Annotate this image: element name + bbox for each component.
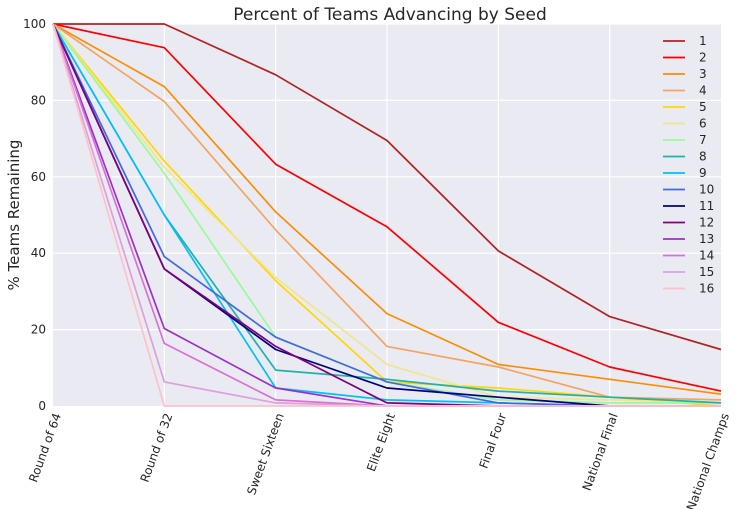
legend-label: 16	[699, 282, 714, 296]
series-line-seed-16	[52, 23, 721, 407]
y-tick-label: 80	[31, 93, 46, 107]
legend-label: 1	[699, 34, 707, 48]
y-tick-label: 40	[31, 246, 46, 260]
legend-label: 7	[699, 133, 707, 147]
x-tick-label: Sweet Sixteen	[244, 411, 287, 496]
y-tick-label: 0	[38, 399, 46, 413]
x-tick-label: Elite Eight	[364, 411, 398, 473]
series-line-seed-6	[52, 23, 722, 404]
x-tick-label: National Final	[580, 411, 621, 492]
series-lines	[52, 23, 722, 407]
legend-label: 12	[699, 216, 714, 230]
series-line-seed-3	[52, 23, 722, 396]
x-tick-label: Round of 32	[137, 411, 175, 484]
legend-label: 2	[699, 51, 707, 65]
x-tick-label: Final Four	[476, 411, 509, 470]
y-tick-label: 100	[23, 17, 46, 31]
y-axis-label: % Teams Remaining	[5, 140, 23, 291]
y-tick-label: 60	[31, 170, 46, 184]
legend-label: 4	[699, 84, 707, 98]
legend-label: 10	[699, 183, 714, 197]
legend-label: 3	[699, 67, 707, 81]
y-tick-label: 20	[31, 323, 46, 337]
legend-label: 9	[699, 166, 707, 180]
x-tick-label: National Champs	[684, 411, 732, 509]
x-tick-label: Round of 64	[26, 411, 64, 484]
legend-label: 11	[699, 199, 714, 213]
y-tick-labels: 0 20 40 60 80 100	[23, 17, 46, 413]
legend-label: 15	[699, 265, 714, 279]
legend-label: 8	[699, 150, 707, 164]
chart-title: Percent of Teams Advancing by Seed	[233, 5, 547, 25]
legend-label: 13	[699, 232, 714, 246]
series-line-seed-1	[53, 23, 722, 351]
legend-label: 5	[699, 100, 707, 114]
grid	[53, 23, 721, 406]
series-line-seed-2	[52, 23, 722, 392]
legend-label: 14	[699, 249, 714, 263]
legend-label: 6	[699, 117, 707, 131]
x-tick-labels: Round of 64 Round of 32 Sweet Sixteen Elite…	[26, 411, 732, 509]
